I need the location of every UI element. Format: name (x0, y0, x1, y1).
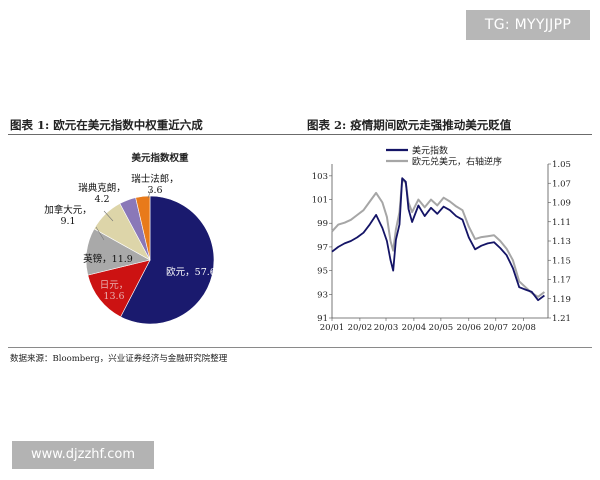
series-line-2 (331, 178, 546, 298)
left-tick-label: 97 (317, 243, 328, 253)
right-tick-label: 1.09 (552, 199, 571, 209)
left-tick-label: 95 (317, 267, 328, 277)
pie-chart-title: 美元指数权重 (131, 153, 189, 164)
figure-1-title: 图表 1: 欧元在美元指数中权重近六成 (10, 118, 203, 132)
right-tick-label: 1.07 (552, 179, 571, 189)
left-tick-label: 93 (317, 290, 328, 300)
x-tick-label: 20/08 (511, 323, 536, 333)
legend-label-1: 美元指数 (412, 145, 448, 157)
pie-leader-line (95, 226, 105, 241)
right-tick-label: 1.15 (552, 256, 571, 266)
x-tick-label: 20/04 (402, 323, 427, 333)
pie-label-6: 瑞士法郎， 3.6 (131, 173, 179, 196)
right-tick-label: 1.13 (552, 237, 571, 247)
left-tick-label: 91 (317, 314, 328, 324)
x-tick-label: 20/06 (457, 323, 482, 333)
pie-slice-6 (135, 195, 151, 261)
watermark-bottom: www.djzzhf.com (12, 441, 154, 469)
pie-label-4: 加拿大元， 9.1 (44, 204, 92, 227)
line-chart: 91 93 95 97 99 101 103 1.05 1.07 1.09 1.11 1.13 1.15… (312, 145, 571, 334)
figure-2-title: 图表 2: 疫情期间欧元走强推动美元贬值 (307, 118, 512, 132)
right-tick-label: 1.17 (552, 276, 571, 286)
x-tick-label: 20/05 (429, 323, 454, 333)
left-tick-label: 103 (312, 172, 328, 182)
pie-label-1: 欧元，57.6 (166, 266, 216, 278)
pie-label-5: 瑞典克朗， 4.2 (78, 182, 126, 205)
pie-leader-line (103, 210, 114, 222)
pie-slice-1 (120, 195, 215, 325)
left-tick-label: 101 (312, 196, 328, 206)
bottom-divider (8, 347, 592, 348)
pie-leader-line (147, 186, 153, 199)
pie-label-2: 日元， 13.6 (100, 280, 129, 302)
right-tick-label: 1.21 (552, 314, 571, 324)
x-tick-label: 20/07 (484, 323, 509, 333)
legend-label-2: 欧元兑美元，右轴逆序 (412, 156, 502, 168)
right-tick-label: 1.11 (552, 218, 571, 228)
left-tick-label: 99 (317, 219, 328, 229)
top-divider (8, 134, 592, 135)
x-tick-label: 20/03 (374, 323, 399, 333)
source-note: 数据来源：Bloomberg，兴业证券经济与金融研究院整理 (10, 354, 228, 364)
right-tick-label: 1.19 (552, 295, 571, 305)
right-tick-label: 1.05 (552, 160, 571, 170)
pie-label-3: 英镑，11.9 (83, 253, 133, 265)
x-tick-label: 20/02 (348, 323, 373, 333)
series-line-1 (331, 177, 545, 302)
x-tick-label: 20/01 (320, 323, 345, 333)
watermark-top: TG: MYYJJPP (466, 10, 590, 40)
pie-slice-2 (87, 259, 151, 318)
